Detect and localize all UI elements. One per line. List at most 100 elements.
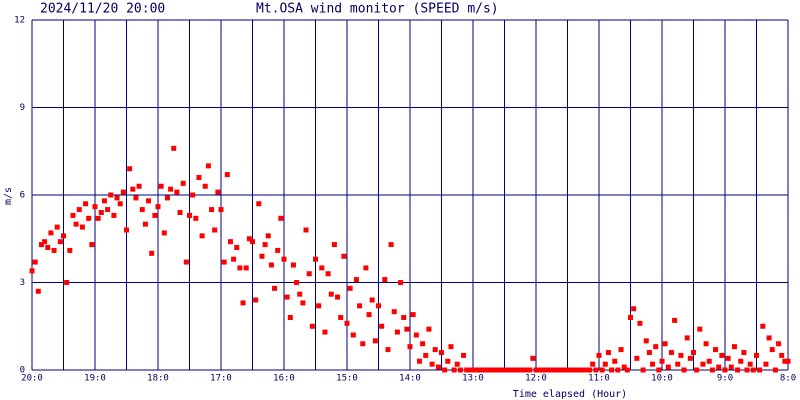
point — [300, 300, 306, 306]
point — [73, 221, 79, 227]
point — [124, 227, 129, 233]
point — [117, 201, 123, 207]
x-tick-label: 11:0 — [588, 374, 610, 384]
point — [29, 268, 35, 274]
point — [549, 367, 555, 373]
point — [322, 329, 328, 335]
point — [527, 367, 533, 373]
point — [272, 285, 278, 291]
point — [590, 361, 596, 367]
point — [404, 326, 410, 332]
chart-subtitle: 2024/11/20 20:00 — [40, 2, 165, 17]
point — [218, 207, 224, 213]
point — [281, 256, 287, 262]
point — [410, 312, 416, 318]
point — [79, 224, 85, 230]
point — [461, 352, 467, 358]
point — [467, 367, 473, 373]
point — [51, 247, 57, 253]
point — [394, 329, 400, 335]
x-tick-label: 9:0 — [717, 374, 733, 384]
point — [684, 335, 690, 341]
point — [101, 198, 107, 204]
point — [492, 367, 498, 373]
point — [120, 189, 126, 195]
point — [61, 233, 66, 239]
point — [246, 236, 252, 242]
point — [782, 358, 788, 364]
point — [568, 367, 574, 373]
point — [709, 367, 715, 373]
point — [618, 347, 624, 353]
point — [57, 239, 63, 245]
point — [227, 239, 233, 245]
point — [776, 341, 782, 347]
point — [294, 280, 300, 285]
point — [149, 250, 155, 256]
point — [435, 364, 441, 370]
point — [171, 145, 177, 151]
point — [565, 367, 570, 373]
point — [278, 215, 284, 221]
y-tick-label: 3 — [20, 278, 25, 288]
point — [646, 350, 652, 355]
point — [621, 364, 627, 370]
point — [580, 367, 586, 373]
point — [599, 367, 605, 373]
point — [423, 352, 429, 358]
point — [259, 253, 265, 259]
point — [177, 210, 183, 215]
point — [385, 347, 391, 353]
point — [596, 352, 602, 358]
point — [309, 323, 315, 329]
point — [429, 361, 435, 367]
point — [457, 367, 463, 373]
point — [111, 212, 117, 218]
point — [290, 262, 296, 268]
point — [561, 367, 567, 373]
point — [508, 367, 514, 373]
point — [401, 315, 407, 320]
point — [439, 350, 444, 355]
point — [98, 210, 104, 215]
point — [766, 335, 772, 341]
point — [331, 242, 337, 248]
point — [750, 367, 756, 373]
point — [678, 352, 684, 358]
point — [338, 315, 344, 320]
point — [316, 303, 322, 309]
point — [164, 195, 170, 201]
point — [146, 198, 152, 204]
point — [303, 227, 309, 233]
point — [479, 367, 485, 373]
point — [196, 175, 202, 180]
point — [133, 195, 139, 201]
point — [640, 367, 646, 373]
x-tick-label: 12:0 — [525, 374, 547, 384]
point — [473, 367, 479, 373]
point — [86, 215, 92, 221]
point — [514, 367, 520, 373]
point — [747, 361, 753, 367]
point — [552, 367, 558, 373]
point — [694, 367, 700, 373]
point — [451, 367, 457, 373]
point — [275, 247, 281, 253]
point — [407, 344, 413, 350]
point — [536, 367, 542, 373]
point — [231, 256, 237, 262]
point — [221, 259, 227, 265]
point — [168, 186, 174, 192]
point — [363, 265, 369, 271]
point — [760, 323, 766, 329]
point — [243, 265, 249, 271]
x-axis-label: Time elapsed (Hour) — [513, 389, 627, 400]
point — [533, 367, 539, 373]
point — [612, 358, 618, 364]
point — [215, 189, 221, 195]
point — [687, 355, 693, 361]
point — [209, 207, 215, 213]
point — [38, 242, 44, 248]
